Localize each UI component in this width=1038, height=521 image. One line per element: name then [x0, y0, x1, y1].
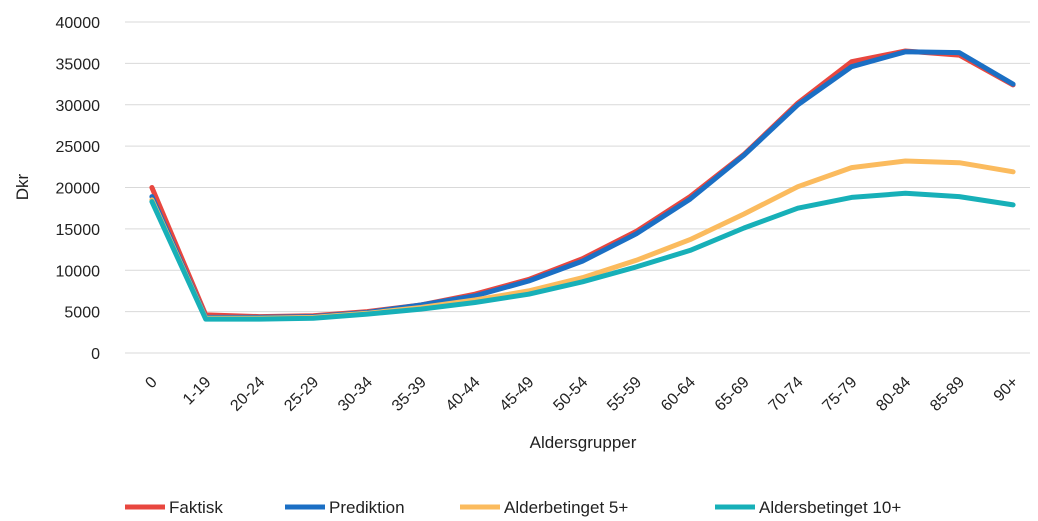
x-tick-label: 75-79	[819, 374, 860, 415]
x-axis-label: Aldersgrupper	[530, 433, 637, 452]
y-axis-ticks: 0 5000 10000 15000 20000 25000 30000 35000 40000	[56, 15, 101, 363]
series-lines	[149, 48, 1016, 322]
legend-item-label: Prediktion	[329, 498, 405, 517]
x-tick-label: 25-29	[281, 374, 322, 415]
x-tick-label: 35-39	[389, 374, 430, 415]
legend-item-label: Faktisk	[169, 498, 223, 517]
gridlines	[125, 21, 1030, 354]
y-tick-label: 25000	[56, 139, 101, 156]
x-tick-label: 20-24	[227, 374, 268, 415]
legend-item-label: Alderbetinget 5+	[504, 498, 628, 517]
x-tick-label: 40-44	[443, 374, 484, 415]
x-tick-label: 90+	[991, 374, 1022, 405]
y-tick-label: 40000	[56, 15, 101, 32]
x-tick-label: 65-69	[712, 374, 753, 415]
y-tick-label: 5000	[64, 305, 100, 322]
legend: Faktisk Prediktion Alderbetinget 5+ Aldersb…	[125, 498, 901, 517]
y-tick-label: 35000	[56, 56, 101, 73]
x-tick-label: 0	[142, 374, 160, 392]
x-tick-label: 1-19	[180, 374, 215, 409]
legend-item-label: Aldersbetinget 10+	[759, 498, 901, 517]
series-line-3	[149, 158, 1016, 321]
x-tick-label: 50-54	[550, 374, 591, 415]
y-tick-label: 30000	[56, 98, 101, 115]
x-axis-ticks: 0 1-19 20-24 25-29 30-34 35-39 40-44 45-49 50-54…	[142, 374, 1021, 415]
x-tick-label: 70-74	[766, 374, 807, 415]
x-tick-label: 55-59	[604, 374, 645, 415]
x-tick-label: 30-34	[335, 374, 376, 415]
y-axis-label: Dkr	[13, 173, 32, 200]
x-tick-label: 45-49	[497, 374, 538, 415]
y-tick-label: 0	[91, 346, 100, 363]
x-tick-label: 80-84	[873, 374, 914, 415]
y-tick-label: 20000	[56, 181, 101, 198]
y-tick-label: 15000	[56, 222, 101, 239]
x-tick-label: 85-89	[927, 374, 968, 415]
x-tick-label: 60-64	[658, 374, 699, 415]
series-line-4	[149, 190, 1016, 322]
y-tick-label: 10000	[56, 263, 101, 280]
